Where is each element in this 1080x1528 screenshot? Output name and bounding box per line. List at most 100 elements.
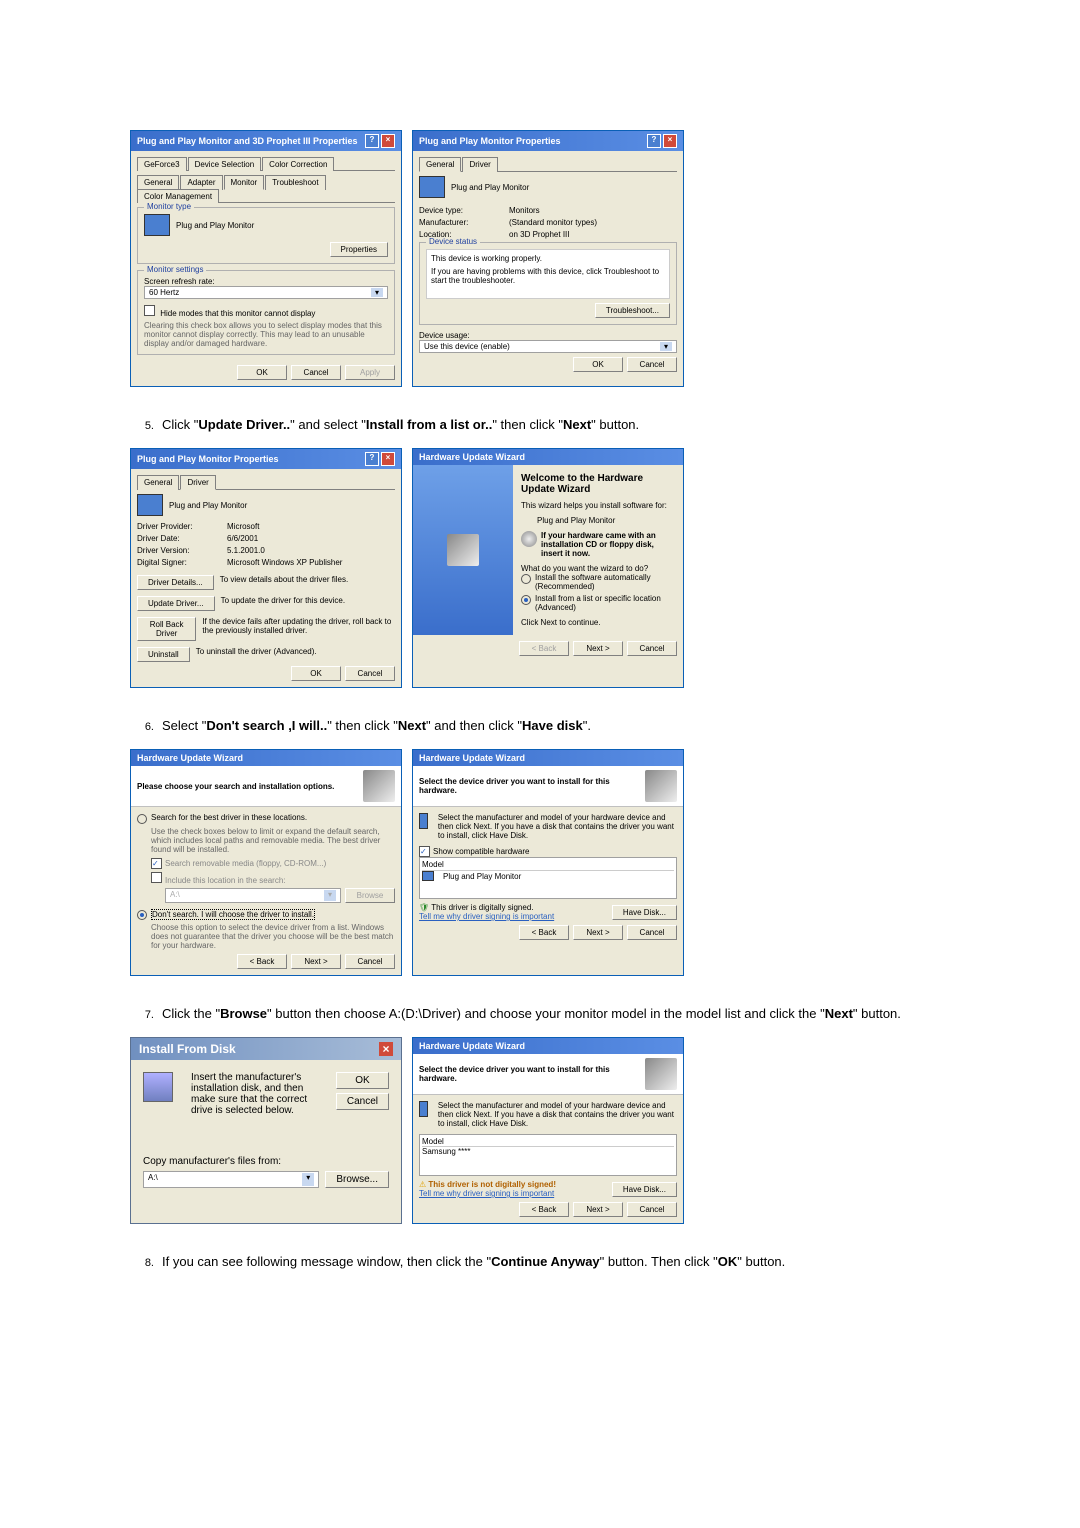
back-button[interactable]: < Back: [237, 954, 287, 969]
tab-geforce3[interactable]: GeForce3: [137, 157, 187, 171]
cancel-button[interactable]: Cancel: [627, 357, 677, 372]
rollback-button[interactable]: Roll Back Driver: [137, 617, 196, 641]
troubleshoot-button[interactable]: Troubleshoot...: [595, 303, 670, 318]
status-text: This device is working properly.: [431, 254, 665, 263]
radio-dont-search[interactable]: [137, 910, 147, 920]
lbl-mfr: Manufacturer:: [419, 218, 499, 227]
cancel-button[interactable]: Cancel: [627, 1202, 677, 1217]
cancel-button[interactable]: Cancel: [627, 641, 677, 656]
path-select[interactable]: A:\▾: [143, 1171, 319, 1188]
next-button[interactable]: Next >: [573, 925, 623, 940]
apply-button: Apply: [345, 365, 395, 380]
close-button[interactable]: ×: [381, 134, 395, 148]
cancel-button[interactable]: Cancel: [345, 954, 395, 969]
val-devtype: Monitors: [509, 206, 540, 215]
chk-compatible[interactable]: [419, 846, 430, 857]
tab-troubleshoot[interactable]: Troubleshoot: [265, 175, 325, 190]
back-button[interactable]: < Back: [519, 925, 569, 940]
radio-list[interactable]: [521, 595, 531, 605]
help-button[interactable]: ?: [647, 134, 661, 148]
copy-label: Copy manufacturer's files from:: [143, 1156, 389, 1167]
refresh-select[interactable]: 60 Hertz ▾: [144, 286, 388, 299]
next-button[interactable]: Next >: [573, 641, 623, 656]
have-disk-button[interactable]: Have Disk...: [612, 1182, 677, 1197]
wizard-select-dialog: Hardware Update Wizard Select the device…: [412, 749, 684, 976]
monitor-icon: [144, 214, 170, 236]
lbl-devtype: Device type:: [419, 206, 499, 215]
wizard-select2-dialog: Hardware Update Wizard Select the device…: [412, 1037, 684, 1224]
hide-modes-desc: Clearing this check box allows you to se…: [144, 321, 388, 348]
val-loc: on 3D Prophet III: [509, 230, 569, 239]
help-button[interactable]: ?: [365, 452, 379, 466]
update-driver-button[interactable]: Update Driver...: [137, 596, 215, 611]
monitor-name: Plug and Play Monitor: [169, 501, 247, 510]
driver-tab-dialog: Plug and Play Monitor Properties ? × Gen…: [130, 448, 402, 688]
next-button[interactable]: Next >: [291, 954, 341, 969]
dialog-title: Hardware Update Wizard: [419, 452, 525, 462]
install-from-disk-dialog: Install From Disk × Insert the manufactu…: [130, 1037, 402, 1224]
have-disk-button[interactable]: Have Disk...: [612, 905, 677, 920]
browse-button[interactable]: Browse...: [325, 1171, 389, 1188]
wizard-search-dialog: Hardware Update Wizard Please choose you…: [130, 749, 402, 976]
tab-monitor[interactable]: Monitor: [224, 175, 265, 190]
cancel-button[interactable]: Cancel: [627, 925, 677, 940]
step-6-text: 6. Select "Don't search ,I will.." then …: [130, 708, 950, 749]
cd-icon: [521, 531, 537, 547]
dialog-title: Install From Disk: [139, 1042, 236, 1056]
ok-button[interactable]: OK: [336, 1072, 389, 1089]
model-list[interactable]: Model Plug and Play Monitor: [419, 857, 677, 899]
signing-link[interactable]: Tell me why driver signing is important: [419, 1189, 554, 1198]
close-button[interactable]: ×: [379, 1042, 393, 1056]
wizard-welcome-dialog: Hardware Update Wizard Welcome to the Ha…: [412, 448, 684, 688]
driver-details-button[interactable]: Driver Details...: [137, 575, 214, 590]
tab-driver[interactable]: Driver: [180, 475, 215, 490]
help-button[interactable]: ?: [365, 134, 379, 148]
cancel-button[interactable]: Cancel: [345, 666, 395, 681]
ok-button[interactable]: OK: [573, 357, 623, 372]
pnp-monitor-properties-dialog: Plug and Play Monitor Properties ? × Gen…: [412, 130, 684, 387]
radio-auto[interactable]: [521, 574, 531, 584]
monitor-icon: [422, 871, 434, 881]
usage-value: Use this device (enable): [424, 342, 510, 351]
shield-icon: 🛡: [419, 903, 429, 912]
ok-button[interactable]: OK: [291, 666, 341, 681]
radio-search[interactable]: [137, 814, 147, 824]
tab-color-mgmt[interactable]: Color Management: [137, 189, 219, 203]
hide-modes-checkbox[interactable]: [144, 305, 155, 316]
close-button[interactable]: ×: [663, 134, 677, 148]
wizard-icon: [645, 770, 677, 802]
wizard-side-panel: [413, 465, 513, 635]
device-icon: [419, 1101, 428, 1117]
model-list[interactable]: Model Samsung ****: [419, 1134, 677, 1176]
refresh-value: 60 Hertz: [149, 288, 179, 297]
usage-select[interactable]: Use this device (enable) ▾: [419, 340, 677, 353]
tab-strip-2: General Adapter Monitor Troubleshoot Col…: [137, 175, 395, 203]
dialog-title: Hardware Update Wizard: [137, 753, 243, 763]
tab-color-correction[interactable]: Color Correction: [262, 157, 334, 171]
uninstall-button[interactable]: Uninstall: [137, 647, 190, 662]
dialog-title: Hardware Update Wizard: [419, 753, 525, 763]
hide-modes-label: Hide modes that this monitor cannot disp…: [160, 309, 315, 318]
next-button[interactable]: Next >: [573, 1202, 623, 1217]
back-button: < Back: [519, 641, 569, 656]
welcome-heading: Welcome to the Hardware Update Wizard: [521, 473, 675, 495]
ok-button[interactable]: OK: [237, 365, 287, 380]
cancel-button[interactable]: Cancel: [291, 365, 341, 380]
tab-driver[interactable]: Driver: [462, 157, 497, 172]
properties-button[interactable]: Properties: [330, 242, 388, 257]
group-device-status: Device status: [426, 237, 480, 246]
monitor-icon: [419, 176, 445, 198]
step-7-text: 7. Click the "Browse" button then choose…: [130, 996, 950, 1037]
back-button[interactable]: < Back: [519, 1202, 569, 1217]
tab-device-selection[interactable]: Device Selection: [188, 157, 262, 171]
close-button[interactable]: ×: [381, 452, 395, 466]
tab-adapter[interactable]: Adapter: [180, 175, 222, 190]
cancel-button[interactable]: Cancel: [336, 1093, 389, 1110]
tab-general[interactable]: General: [137, 475, 179, 490]
tab-general[interactable]: General: [137, 175, 179, 190]
step-5-text: 5. Click "Update Driver.." and select "I…: [130, 407, 950, 448]
status-help: If you are having problems with this dev…: [431, 267, 665, 285]
tab-general[interactable]: General: [419, 157, 461, 172]
wizard-icon: [447, 534, 479, 566]
signing-link[interactable]: Tell me why driver signing is important: [419, 912, 554, 921]
